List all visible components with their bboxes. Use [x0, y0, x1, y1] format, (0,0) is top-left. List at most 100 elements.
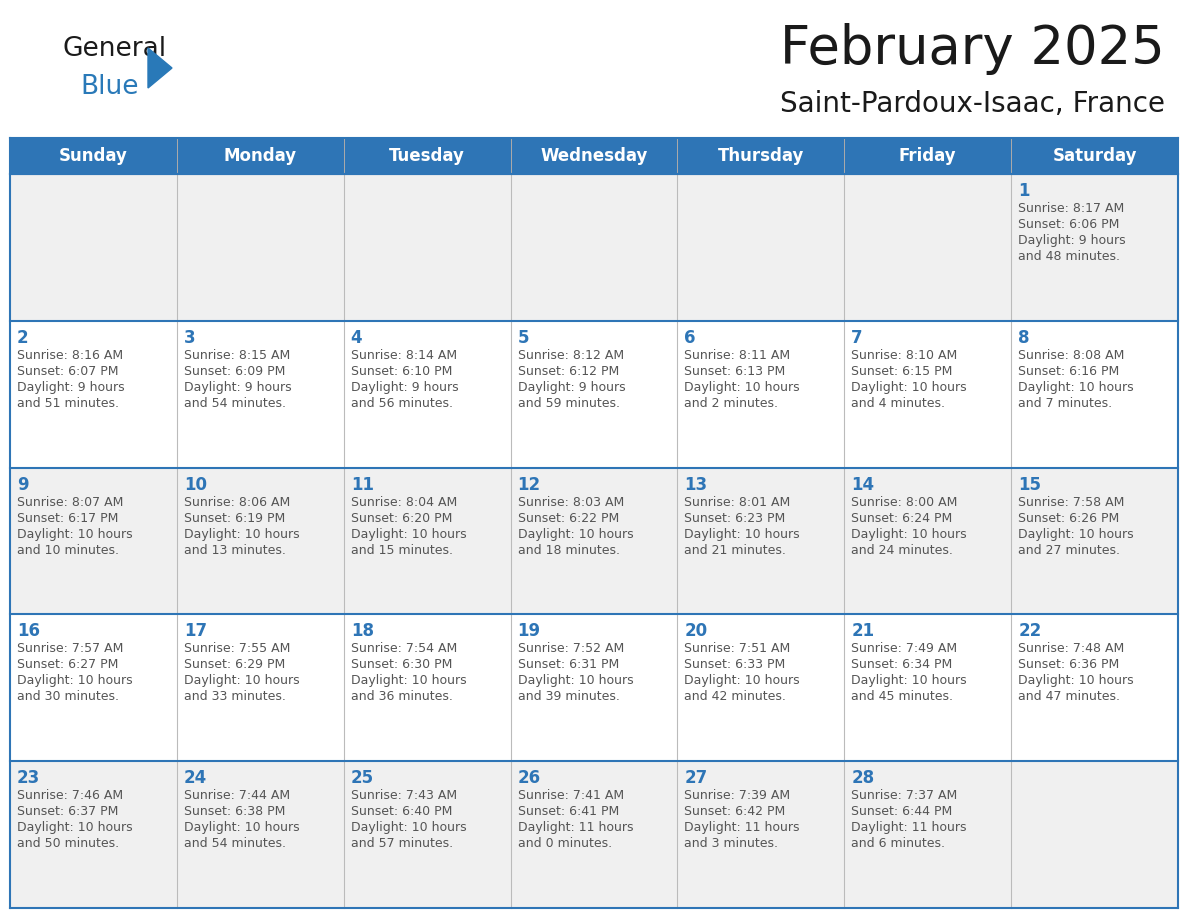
Text: 21: 21	[852, 622, 874, 641]
Text: Sunrise: 7:48 AM: Sunrise: 7:48 AM	[1018, 643, 1124, 655]
Bar	[343, 761, 511, 908]
Text: Sunset: 6:09 PM: Sunset: 6:09 PM	[184, 364, 285, 378]
Text: Sunset: 6:23 PM: Sunset: 6:23 PM	[684, 511, 785, 524]
Bar	[1011, 174, 1178, 320]
Text: Sunset: 6:41 PM: Sunset: 6:41 PM	[518, 805, 619, 818]
Text: Sunset: 6:15 PM: Sunset: 6:15 PM	[852, 364, 953, 378]
Text: Sunrise: 8:16 AM: Sunrise: 8:16 AM	[17, 349, 124, 362]
Text: Sunrise: 7:55 AM: Sunrise: 7:55 AM	[184, 643, 290, 655]
Text: 17: 17	[184, 622, 207, 641]
Text: Daylight: 10 hours: Daylight: 10 hours	[184, 528, 299, 541]
Text: 28: 28	[852, 769, 874, 788]
Text: Sunrise: 7:41 AM: Sunrise: 7:41 AM	[518, 789, 624, 802]
Bar	[1011, 138, 1178, 174]
Text: Daylight: 10 hours: Daylight: 10 hours	[1018, 381, 1133, 394]
Bar	[10, 320, 177, 467]
Text: 16: 16	[17, 622, 40, 641]
Bar	[511, 138, 677, 174]
Text: 4: 4	[350, 329, 362, 347]
Text: and 48 minutes.: and 48 minutes.	[1018, 250, 1120, 263]
Bar	[845, 138, 1011, 174]
Bar	[845, 467, 1011, 614]
Bar	[177, 467, 343, 614]
Bar	[677, 174, 845, 320]
Text: and 30 minutes.: and 30 minutes.	[17, 690, 119, 703]
Text: and 56 minutes.: and 56 minutes.	[350, 397, 453, 409]
Text: and 42 minutes.: and 42 minutes.	[684, 690, 786, 703]
Text: and 54 minutes.: and 54 minutes.	[184, 397, 286, 409]
Text: Sunset: 6:38 PM: Sunset: 6:38 PM	[184, 805, 285, 818]
Text: General: General	[62, 36, 166, 62]
Text: Sunrise: 8:00 AM: Sunrise: 8:00 AM	[852, 496, 958, 509]
Text: Daylight: 10 hours: Daylight: 10 hours	[17, 528, 133, 541]
Text: and 51 minutes.: and 51 minutes.	[17, 397, 119, 409]
Text: 19: 19	[518, 622, 541, 641]
Text: Daylight: 10 hours: Daylight: 10 hours	[684, 675, 800, 688]
Bar	[10, 174, 177, 320]
Text: Sunday: Sunday	[59, 147, 128, 165]
Text: and 45 minutes.: and 45 minutes.	[852, 690, 953, 703]
Bar	[177, 614, 343, 761]
Bar	[177, 320, 343, 467]
Text: 14: 14	[852, 476, 874, 494]
Bar	[1011, 467, 1178, 614]
Text: and 13 minutes.: and 13 minutes.	[184, 543, 286, 556]
Bar	[845, 320, 1011, 467]
Text: Daylight: 10 hours: Daylight: 10 hours	[684, 528, 800, 541]
Text: Sunset: 6:34 PM: Sunset: 6:34 PM	[852, 658, 953, 671]
Text: Sunset: 6:12 PM: Sunset: 6:12 PM	[518, 364, 619, 378]
Text: and 0 minutes.: and 0 minutes.	[518, 837, 612, 850]
Text: Sunset: 6:16 PM: Sunset: 6:16 PM	[1018, 364, 1119, 378]
Bar	[845, 761, 1011, 908]
Bar	[343, 614, 511, 761]
Text: and 57 minutes.: and 57 minutes.	[350, 837, 453, 850]
Text: and 3 minutes.: and 3 minutes.	[684, 837, 778, 850]
Text: 12: 12	[518, 476, 541, 494]
Text: Sunset: 6:10 PM: Sunset: 6:10 PM	[350, 364, 453, 378]
Text: Daylight: 10 hours: Daylight: 10 hours	[684, 381, 800, 394]
Text: Daylight: 10 hours: Daylight: 10 hours	[852, 528, 967, 541]
Text: Daylight: 11 hours: Daylight: 11 hours	[518, 822, 633, 834]
Text: 6: 6	[684, 329, 696, 347]
Text: Sunrise: 8:08 AM: Sunrise: 8:08 AM	[1018, 349, 1125, 362]
Text: February 2025: February 2025	[781, 23, 1165, 75]
Text: Sunset: 6:33 PM: Sunset: 6:33 PM	[684, 658, 785, 671]
Text: 7: 7	[852, 329, 862, 347]
Text: Sunset: 6:27 PM: Sunset: 6:27 PM	[17, 658, 119, 671]
Text: Daylight: 10 hours: Daylight: 10 hours	[17, 675, 133, 688]
Text: Sunset: 6:07 PM: Sunset: 6:07 PM	[17, 364, 119, 378]
Text: Sunset: 6:24 PM: Sunset: 6:24 PM	[852, 511, 953, 524]
Text: and 4 minutes.: and 4 minutes.	[852, 397, 946, 409]
Text: Sunrise: 8:03 AM: Sunrise: 8:03 AM	[518, 496, 624, 509]
Text: Daylight: 10 hours: Daylight: 10 hours	[1018, 675, 1133, 688]
Text: Thursday: Thursday	[718, 147, 804, 165]
Text: Sunrise: 7:57 AM: Sunrise: 7:57 AM	[17, 643, 124, 655]
Text: Sunset: 6:37 PM: Sunset: 6:37 PM	[17, 805, 119, 818]
Bar	[677, 614, 845, 761]
Text: Sunset: 6:42 PM: Sunset: 6:42 PM	[684, 805, 785, 818]
Text: Daylight: 10 hours: Daylight: 10 hours	[184, 675, 299, 688]
Text: 9: 9	[17, 476, 29, 494]
Text: Sunrise: 7:54 AM: Sunrise: 7:54 AM	[350, 643, 457, 655]
Text: Daylight: 10 hours: Daylight: 10 hours	[17, 822, 133, 834]
Text: and 21 minutes.: and 21 minutes.	[684, 543, 786, 556]
Text: 22: 22	[1018, 622, 1042, 641]
Text: Saint-Pardoux-Isaac, France: Saint-Pardoux-Isaac, France	[781, 90, 1165, 118]
Text: Daylight: 10 hours: Daylight: 10 hours	[350, 822, 467, 834]
Text: and 47 minutes.: and 47 minutes.	[1018, 690, 1120, 703]
Text: Sunrise: 8:01 AM: Sunrise: 8:01 AM	[684, 496, 791, 509]
Text: Sunset: 6:40 PM: Sunset: 6:40 PM	[350, 805, 453, 818]
Text: 10: 10	[184, 476, 207, 494]
Text: Sunset: 6:30 PM: Sunset: 6:30 PM	[350, 658, 453, 671]
Bar	[1011, 614, 1178, 761]
Bar	[177, 138, 343, 174]
Text: Daylight: 11 hours: Daylight: 11 hours	[852, 822, 967, 834]
Text: Blue: Blue	[80, 74, 139, 100]
Bar	[177, 174, 343, 320]
Text: Sunset: 6:29 PM: Sunset: 6:29 PM	[184, 658, 285, 671]
Bar	[677, 761, 845, 908]
Text: Sunrise: 8:17 AM: Sunrise: 8:17 AM	[1018, 202, 1124, 215]
Text: Sunset: 6:31 PM: Sunset: 6:31 PM	[518, 658, 619, 671]
Bar	[845, 174, 1011, 320]
Bar	[177, 761, 343, 908]
